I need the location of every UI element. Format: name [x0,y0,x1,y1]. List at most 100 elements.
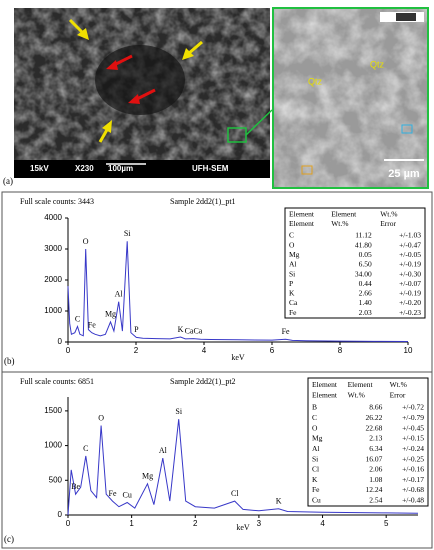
table-cell: 22.68 [366,423,383,432]
sem-voltage: 15kV [30,164,49,173]
spectrum-line [67,241,409,342]
peak-label: Fe [88,321,96,330]
table-cell: 0.44 [359,279,372,288]
table-cell: Si [312,454,318,463]
table-cell: +/-0.20 [399,298,421,307]
peak-label: Si [175,407,182,416]
table-cell: +/-0.05 [399,250,421,259]
mineral-label: Qtz [370,59,385,69]
table-cell: K [312,475,318,484]
table-header: Element [289,219,315,228]
peak-label: Cl [231,489,239,498]
table-header: Element [312,390,338,399]
yellow-arrows [68,18,203,143]
table-cell: Al [312,444,320,453]
sem-info-bar [14,160,270,178]
table-cell: 2.03 [359,308,372,317]
composition-table [307,377,429,507]
table-cell: +/-0.25 [402,454,424,463]
x-tick-label: 0 [66,519,71,528]
table-cell: Mg [312,434,323,443]
table-cell: +/-0.24 [402,444,424,453]
x-axis-label: keV [236,523,250,532]
x-tick-label: 4 [320,519,325,528]
table-header: Element [289,209,315,218]
peak-label: CaCa [185,326,203,335]
table-cell: 8.66 [369,403,382,412]
table-cell: O [289,240,295,249]
table-cell: 11.12 [355,231,372,240]
peak-label: C [83,444,88,453]
table-cell: +/-0.19 [399,260,421,269]
panel-label: (a) [3,176,13,186]
table-cell: +/-0.17 [402,475,424,484]
sem-scale: 100µm [108,164,133,173]
sem-colorbar-fill [396,13,416,21]
x-axis-label: keV [231,353,245,362]
panel-label: (c) [4,534,14,544]
table-cell: +/-0.72 [402,403,424,412]
table-cell: 0.05 [359,250,372,259]
peak-label: Be [71,482,80,491]
chart-title: Full scale counts: 3443 [20,197,94,206]
peak-label: Al [159,446,168,455]
sem-zoom-texture [274,9,427,187]
table-cell: 12.24 [366,485,383,494]
x-tick-label: 3 [257,519,262,528]
spectrum-line [67,419,419,516]
table-header: Element [312,380,338,389]
table-header: Wt.% [380,209,397,218]
table-cell: +/-0.48 [402,496,424,505]
table-cell: +/-1.03 [399,231,421,240]
peak-label: K [178,325,184,334]
peak-label: Al [115,290,124,299]
peak-label: Fe [282,327,290,336]
table-cell: 2.13 [369,434,382,443]
table-cell: +/-0.15 [402,434,424,443]
peak-label: K [276,497,282,506]
y-tick-label: 0 [58,337,63,346]
marker-box [301,165,313,175]
peak-label: O [98,413,104,422]
table-cell: +/-0.45 [402,423,424,432]
x-tick-label: 5 [384,519,389,528]
sem-label: UFH-SEM [192,164,229,173]
x-tick-label: 0 [66,346,71,355]
peak-label: Mg [142,472,153,481]
table-cell: +/-0.47 [399,240,421,249]
marker-box [401,124,413,134]
y-tick-label: 0 [58,510,63,519]
x-tick-label: 2 [134,346,139,355]
table-cell: +/-0.30 [399,269,421,278]
zoom-line [245,109,273,136]
composition-table [284,207,426,319]
panel-label: (b) [4,356,15,366]
table-header: Wt.% [331,219,348,228]
table-cell: +/-0.68 [402,485,424,494]
sem-void [95,45,185,115]
x-tick-label: 10 [404,346,413,355]
table-cell: 41.80 [355,240,372,249]
table-cell: 2.66 [359,289,372,298]
table-cell: B [312,403,317,412]
table-header: Error [390,390,406,399]
chart-subtitle: Sample 2dd2(1)_pt2 [170,377,236,386]
table-header: Error [380,219,396,228]
panel-frame [1,371,433,549]
table-cell: +/-0.23 [399,308,421,317]
chart-subtitle: Sample 2dd2(1)_pt1 [170,197,236,206]
table-cell: 1.40 [359,298,372,307]
x-tick-label: 4 [202,346,207,355]
table-header: Wt.% [390,380,407,389]
table-cell: Fe [312,485,320,494]
table-cell: Mg [289,250,300,259]
table-cell: Al [289,260,297,269]
table-header: Element [331,209,357,218]
table-cell: Cu [312,496,321,505]
table-cell: 2.06 [369,465,382,474]
table-cell: O [312,423,318,432]
y-tick-label: 4000 [44,213,62,222]
table-cell: 6.34 [369,444,382,453]
table-cell: Fe [289,308,297,317]
